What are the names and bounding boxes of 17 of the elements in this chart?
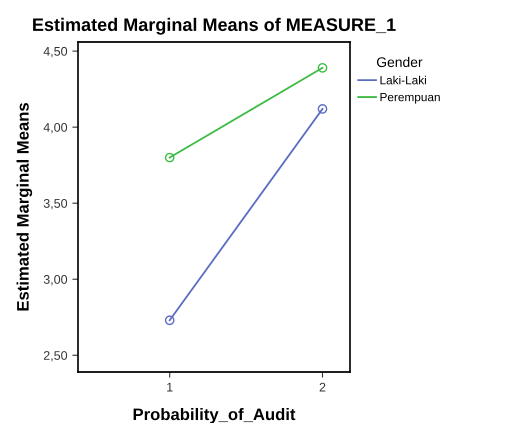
point (164, 315, 175, 326)
y-tick-label: 3,50 (44, 199, 68, 210)
x-tick-label: 2 (320, 382, 326, 392)
chart-title: Estimated Marginal Means of MEASURE_1 (33, 18, 396, 35)
point (164, 152, 175, 162)
legend-title: Gender (376, 56, 422, 68)
y-tick-label: 4,50 (44, 46, 68, 58)
legend-label: Laki-Laki (380, 76, 426, 84)
x-axis-title: Probability_of_Audit (134, 408, 296, 423)
y-axis-title: Estimated Marginal Means (16, 103, 32, 311)
point (318, 62, 328, 73)
y-tick-label: 4,00 (44, 122, 68, 134)
y-tick-label: 3,00 (44, 275, 68, 286)
x-tick-label: 1 (167, 382, 173, 392)
legend-label: Perempuan (380, 93, 440, 104)
y-tick-label: 2,50 (44, 351, 68, 362)
point (318, 104, 328, 114)
